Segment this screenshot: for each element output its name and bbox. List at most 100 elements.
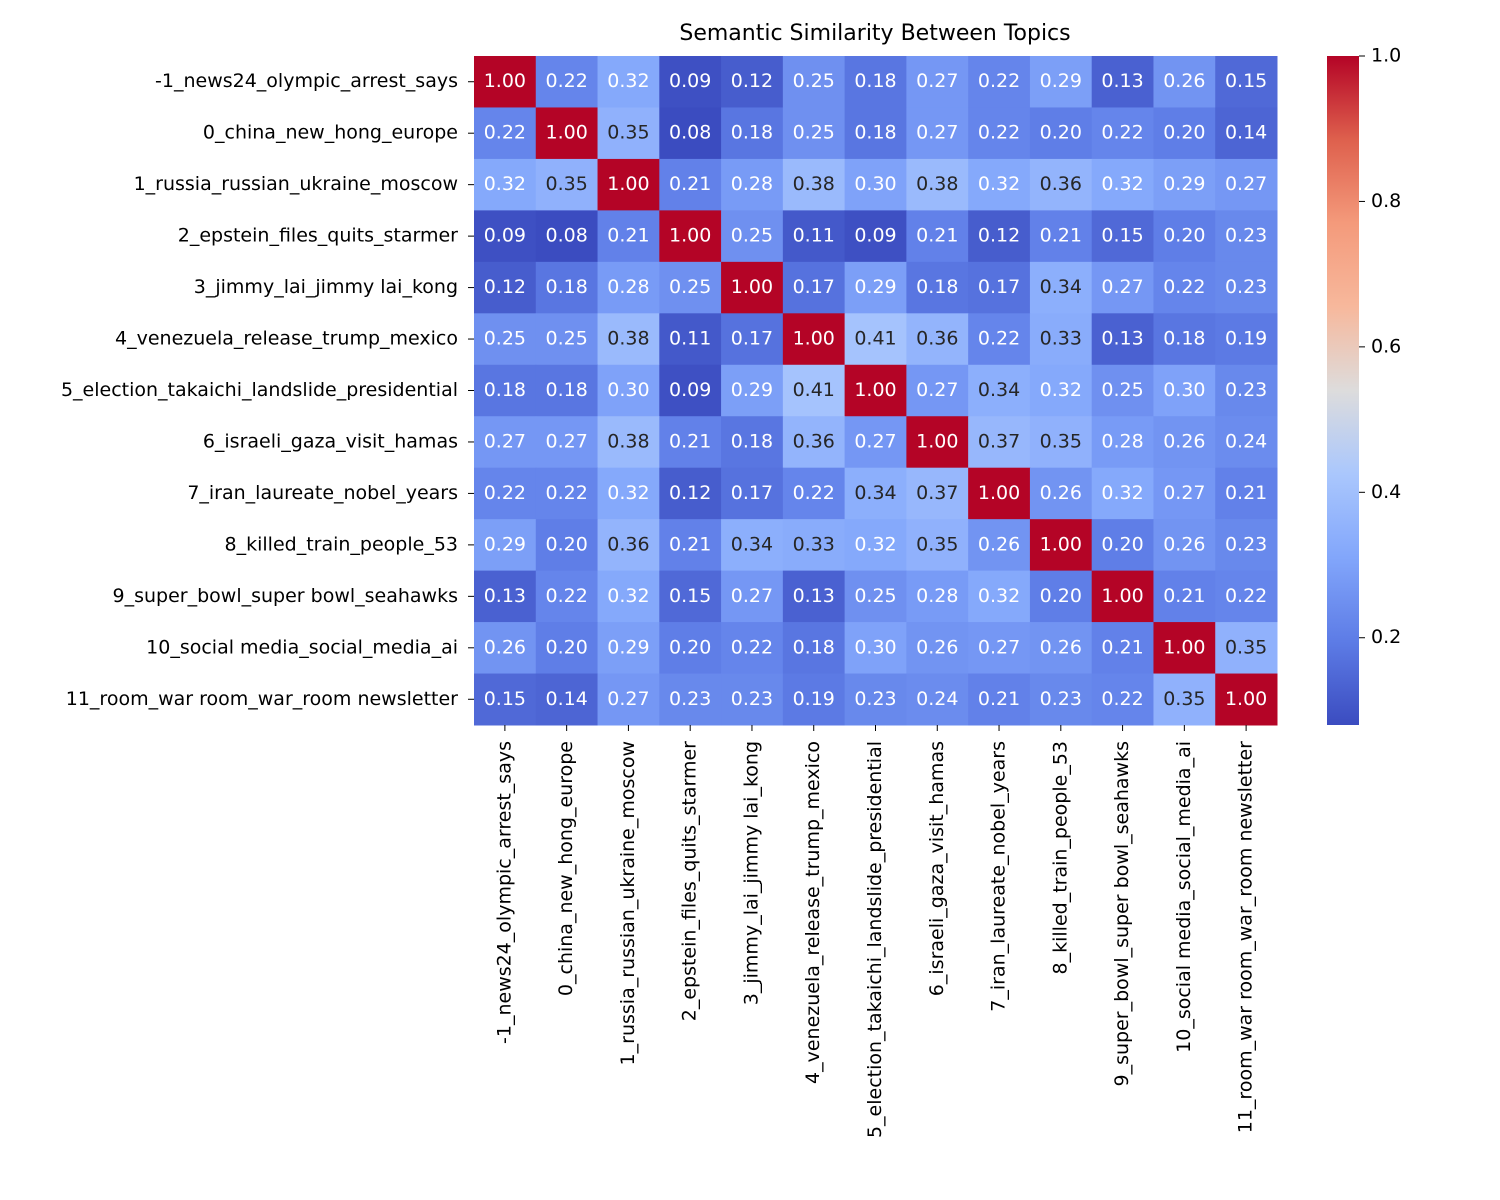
heatmap-cell: [1153, 313, 1216, 366]
heatmap-cell: [1029, 673, 1093, 726]
heatmap-cell: [535, 313, 599, 366]
heatmap-cell: [906, 261, 969, 314]
heatmap-cell: [1215, 158, 1278, 211]
cell-label: 0.21: [1163, 585, 1205, 607]
heatmap-cell: [906, 107, 969, 160]
cell-label: 1.00: [916, 430, 958, 452]
heatmap-cell: [721, 158, 784, 211]
heatmap-cell: [474, 107, 537, 160]
colorbar-tick-label: 0.6: [1371, 335, 1401, 357]
cell-label: 0.32: [854, 533, 896, 555]
cell-label: 0.22: [484, 482, 526, 504]
cell-label: 0.25: [1101, 379, 1143, 401]
cell-label: 0.36: [607, 533, 649, 555]
cell-label: 0.25: [484, 328, 526, 350]
cell-label: 0.26: [1163, 533, 1205, 555]
cell-label: 0.34: [1040, 276, 1082, 298]
heatmap-cell: [1091, 570, 1154, 623]
heatmap-cell: [597, 570, 660, 623]
x-tick-label: 10_social media_social_media_ai: [1173, 741, 1195, 1053]
cell-label: 1.00: [1101, 585, 1143, 607]
heatmap-cell: [659, 107, 722, 160]
cell-label: 0.23: [1225, 225, 1267, 247]
heatmap-cell: [1153, 416, 1216, 469]
heatmap-cell: [535, 210, 599, 263]
cell-label: 0.26: [978, 533, 1020, 555]
heatmap-cell: [1153, 261, 1216, 314]
heatmap-cell: [906, 570, 969, 623]
heatmap-cell: [721, 570, 784, 623]
x-tick-label: 11_room_war room_war_room newsletter: [1235, 741, 1257, 1133]
cell-label: 0.27: [731, 585, 773, 607]
heatmap-cell: [535, 364, 599, 417]
y-tick-label: 5_election_takaichi_landslide_presidenti…: [61, 379, 458, 401]
heatmap-cell: [1029, 622, 1093, 675]
heatmap-cell: [968, 158, 1031, 211]
cell-label: 0.24: [1225, 430, 1267, 452]
heatmap-cell: [844, 210, 907, 263]
colorbar-tick-label: 0.4: [1371, 481, 1401, 503]
cell-label: 0.26: [1163, 430, 1205, 452]
heatmap-cell: [968, 622, 1031, 675]
y-tick-label: 8_killed_train_people_53: [225, 533, 458, 555]
heatmap-cell: [844, 622, 907, 675]
heatmap-cell: [1215, 570, 1278, 623]
cell-label: 0.15: [669, 585, 711, 607]
cell-label: 0.25: [669, 276, 711, 298]
heatmap-cell: [721, 467, 784, 520]
heatmap-cell: [1153, 107, 1216, 160]
heatmap-cell: [844, 107, 907, 160]
x-tick-label: -1_news24_olympic_arrest_says: [493, 741, 515, 1044]
heatmap-cell: [1091, 519, 1154, 572]
heatmap-cell: [1153, 210, 1216, 263]
cell-label: 0.20: [545, 636, 587, 658]
cell-label: 0.22: [978, 70, 1020, 92]
cell-label: 0.18: [1163, 328, 1205, 350]
cell-label: 0.27: [545, 430, 587, 452]
heatmap-cell: [1029, 158, 1093, 211]
cell-label: 0.22: [545, 585, 587, 607]
heatmap-cell: [906, 210, 969, 263]
cell-label: 0.38: [607, 328, 649, 350]
heatmap-cell: [844, 158, 907, 211]
cell-label: 0.20: [1101, 533, 1143, 555]
cell-label: 0.26: [1040, 636, 1082, 658]
cell-label: 0.20: [1163, 122, 1205, 144]
heatmap-cell: [1091, 673, 1154, 726]
colorbar-tick-label: 1.0: [1371, 45, 1401, 67]
heatmap-cell: [535, 158, 599, 211]
heatmap-cell: [659, 261, 722, 314]
heatmap-cell: [721, 519, 784, 572]
cell-label: 0.23: [1225, 533, 1267, 555]
cell-label: 0.22: [1101, 688, 1143, 710]
heatmap-cell: [906, 56, 969, 108]
cell-label: 0.29: [854, 276, 896, 298]
cell-label: 0.27: [916, 379, 958, 401]
cell-label: 1.00: [731, 276, 773, 298]
cell-label: 0.38: [793, 173, 835, 195]
heatmap-cell: [968, 364, 1031, 417]
heatmap-cell: [782, 622, 846, 675]
y-tick-label: 7_iran_laureate_nobel_years: [187, 482, 458, 504]
cell-label: 0.09: [854, 225, 896, 247]
heatmap-cell: [844, 673, 907, 726]
heatmap-cell: [597, 210, 660, 263]
heatmap-cell: [1029, 313, 1093, 366]
heatmap-cell: [782, 313, 846, 366]
cell-label: 0.33: [1040, 328, 1082, 350]
cell-label: 0.21: [669, 430, 711, 452]
cell-label: 0.28: [607, 276, 649, 298]
heatmap-cell: [968, 261, 1031, 314]
heatmap-cell: [535, 56, 599, 108]
heatmap-cell: [1153, 519, 1216, 572]
heatmap-cell: [721, 416, 784, 469]
heatmap-cell: [844, 364, 907, 417]
cell-label: 0.17: [793, 276, 835, 298]
heatmap-cell: [1091, 416, 1154, 469]
cell-label: 0.11: [793, 225, 835, 247]
heatmap-cell: [968, 210, 1031, 263]
cell-label: 1.00: [978, 482, 1020, 504]
heatmap-cell: [968, 673, 1031, 726]
heatmap-cell: [968, 56, 1031, 108]
cell-label: 0.27: [854, 430, 896, 452]
